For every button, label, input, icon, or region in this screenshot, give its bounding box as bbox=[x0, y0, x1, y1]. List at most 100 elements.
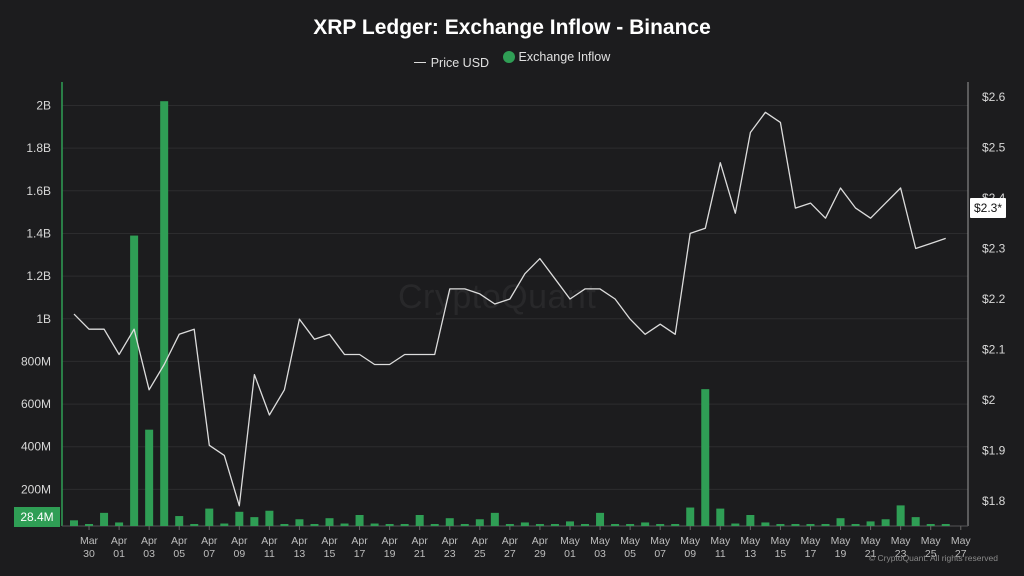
inflow-bar bbox=[550, 524, 559, 526]
inflow-bar bbox=[911, 517, 920, 526]
x-tick-day: 21 bbox=[414, 548, 426, 560]
inflow-bar bbox=[370, 523, 379, 526]
x-tick-month: May bbox=[951, 535, 972, 547]
inflow-bar bbox=[761, 522, 770, 526]
watermark: CryptoQuant bbox=[398, 278, 597, 316]
x-tick-month: Apr bbox=[171, 535, 188, 547]
y-left-tick-label: 1B bbox=[36, 312, 51, 326]
inflow-bar bbox=[445, 518, 454, 526]
inflow-bar bbox=[806, 524, 815, 526]
x-tick-month: May bbox=[921, 535, 942, 547]
y-right-tick-label: $2.2 bbox=[982, 292, 1006, 306]
inflow-bar bbox=[926, 524, 935, 526]
inflow-bar bbox=[941, 524, 950, 526]
y-right-tick-label: $2.6 bbox=[982, 90, 1006, 104]
x-tick-day: 09 bbox=[233, 548, 245, 560]
x-tick-month: Apr bbox=[532, 535, 549, 547]
inflow-bar bbox=[400, 524, 409, 526]
inflow-bar bbox=[505, 524, 514, 526]
x-tick-month: May bbox=[710, 535, 731, 547]
inflow-bar bbox=[671, 524, 680, 526]
inflow-bar bbox=[490, 512, 499, 526]
legend-item-inflow[interactable]: Exchange Inflow bbox=[502, 50, 611, 64]
inflow-bar bbox=[175, 516, 184, 526]
x-tick-day: 15 bbox=[324, 548, 336, 560]
inflow-bar bbox=[415, 514, 424, 526]
x-tick-day: 17 bbox=[354, 548, 366, 560]
x-tick-month: Apr bbox=[351, 535, 368, 547]
x-tick-month: Apr bbox=[442, 535, 459, 547]
chart-title: XRP Ledger: Exchange Inflow - Binance bbox=[313, 16, 711, 39]
x-tick-day: 23 bbox=[444, 548, 456, 560]
inflow-bar bbox=[280, 524, 289, 526]
x-tick-month: May bbox=[590, 535, 611, 547]
inflow-bar bbox=[701, 389, 710, 526]
inflow-bar bbox=[160, 101, 169, 526]
x-tick-day: 01 bbox=[113, 548, 125, 560]
x-tick-month: Apr bbox=[111, 535, 128, 547]
x-tick-day: 13 bbox=[294, 548, 306, 560]
x-tick-day: 07 bbox=[203, 548, 215, 560]
inflow-bar bbox=[611, 524, 620, 526]
x-tick-day: 05 bbox=[173, 548, 185, 560]
inflow-bar bbox=[851, 524, 860, 526]
x-tick-day: 15 bbox=[775, 548, 787, 560]
y-left-tick-label: 2B bbox=[36, 98, 51, 112]
legend-inflow-label: Exchange Inflow bbox=[518, 50, 611, 64]
inflow-bar bbox=[836, 518, 845, 526]
inflow-bar bbox=[130, 235, 139, 527]
x-tick-month: May bbox=[891, 535, 912, 547]
legend-item-price[interactable]: Price USD bbox=[413, 56, 489, 70]
x-tick-day: 05 bbox=[624, 548, 636, 560]
y-right-tick-label: $1.8 bbox=[982, 494, 1006, 508]
x-tick-month: May bbox=[620, 535, 641, 547]
inflow-bar bbox=[265, 510, 274, 526]
inflow-bar bbox=[746, 514, 755, 526]
inflow-bar bbox=[295, 519, 304, 526]
x-tick-day: 27 bbox=[955, 548, 967, 560]
x-tick-month: May bbox=[831, 535, 852, 547]
x-tick-month: May bbox=[770, 535, 791, 547]
x-tick-day: 27 bbox=[504, 548, 516, 560]
x-tick-day: 07 bbox=[654, 548, 666, 560]
inflow-bar bbox=[596, 512, 605, 526]
y-left-tick-label: 400M bbox=[21, 440, 51, 454]
inflow-bar bbox=[235, 511, 244, 526]
x-tick-day: 23 bbox=[895, 548, 907, 560]
inflow-bar bbox=[686, 507, 695, 526]
inflow-bar bbox=[776, 524, 785, 526]
inflow-bar bbox=[325, 518, 334, 526]
inflow-bar bbox=[520, 522, 529, 526]
inflow-bar bbox=[791, 524, 800, 526]
copyright-notice: © CryptoQuant. All rights reserved bbox=[868, 553, 998, 563]
x-tick-day: 17 bbox=[805, 548, 817, 560]
line-swatch-icon bbox=[413, 62, 426, 63]
inflow-bar bbox=[565, 521, 574, 526]
x-tick-day: 09 bbox=[684, 548, 696, 560]
x-tick-month: May bbox=[650, 535, 671, 547]
y-left-tick-label: 1.2B bbox=[26, 269, 51, 283]
inflow-bar bbox=[581, 524, 590, 526]
x-tick-month: May bbox=[801, 535, 822, 547]
y-right-tick-label: $2.3 bbox=[982, 242, 1006, 256]
inflow-bar bbox=[205, 508, 214, 526]
x-tick-day: 29 bbox=[534, 548, 546, 560]
x-tick-day: 25 bbox=[474, 548, 486, 560]
x-tick-day: 30 bbox=[83, 548, 95, 560]
x-tick-day: 19 bbox=[835, 548, 847, 560]
inflow-bar bbox=[626, 524, 635, 526]
inflow-bar bbox=[355, 514, 364, 526]
y-right-tick-label: $2.5 bbox=[982, 141, 1006, 155]
inflow-bar bbox=[220, 523, 229, 526]
inflow-bar bbox=[100, 512, 109, 526]
inflow-bar bbox=[145, 429, 154, 526]
price-line bbox=[73, 111, 946, 507]
inflow-bar bbox=[190, 524, 199, 526]
x-tick-month: Apr bbox=[231, 535, 248, 547]
inflow-bar bbox=[70, 520, 78, 526]
x-tick-day: 13 bbox=[745, 548, 757, 560]
y-left-tick-label: 200M bbox=[21, 482, 51, 496]
inflow-bar bbox=[716, 508, 725, 526]
x-tick-month: May bbox=[740, 535, 761, 547]
